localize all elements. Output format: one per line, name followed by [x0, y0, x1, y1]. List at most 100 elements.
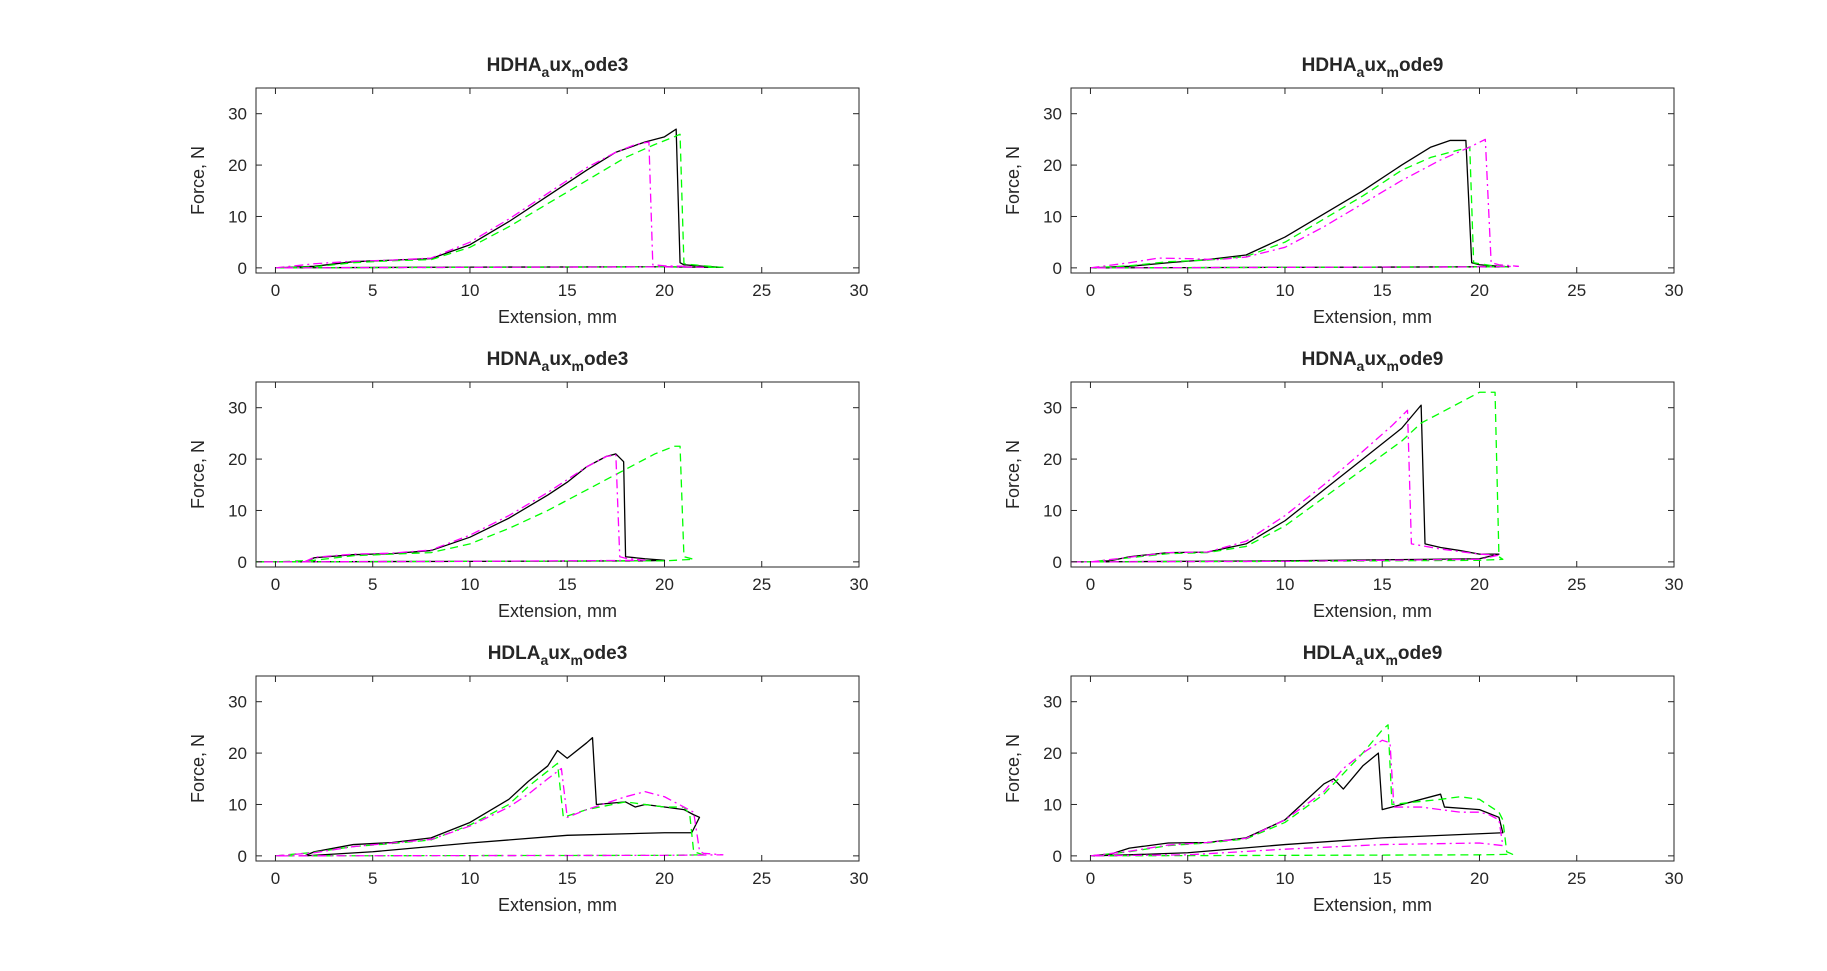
y-tick-label: 0 — [1053, 553, 1062, 572]
subplot-title: HDNAauxmode3 — [487, 349, 629, 374]
y-tick-label: 30 — [228, 105, 247, 124]
x-axis-label: Extension, mm — [498, 307, 617, 327]
x-axis-label: Extension, mm — [1313, 307, 1432, 327]
title-part-sub1: a — [1355, 652, 1363, 668]
subplot-3: 0 5 10 15 20 25 30 0 10 20 30 Extension, mm Force, N… — [188, 349, 868, 621]
subplot-4: 0 5 10 15 20 25 30 0 10 20 30 Extension, mm Force, N… — [1003, 349, 1683, 621]
y-tick-label: 10 — [1043, 207, 1062, 226]
x-tick-label: 0 — [1086, 869, 1095, 888]
plot-frame — [255, 675, 860, 862]
title-part-tail: ode9 — [1399, 55, 1443, 76]
x-tick-label: 0 — [1086, 575, 1095, 594]
title-part-sub2: m — [572, 358, 584, 374]
y-tick-label: 10 — [228, 501, 247, 520]
x-tick-label: 25 — [1567, 869, 1586, 888]
y-tick-label: 20 — [228, 450, 247, 469]
title-part-base: HDHA — [487, 55, 542, 76]
subplot-5: 0 5 10 15 20 25 30 0 10 20 30 Extension, mm Force, N… — [188, 643, 868, 915]
x-tick-label: 25 — [1567, 281, 1586, 300]
x-tick-label: 30 — [1665, 281, 1684, 300]
x-tick-label: 25 — [752, 869, 771, 888]
subplot-title: HDHAauxmode3 — [487, 55, 629, 80]
y-tick-label: 20 — [1043, 156, 1062, 175]
y-tick-label: 10 — [1043, 795, 1062, 814]
x-tick-label: 10 — [461, 281, 480, 300]
y-tick-label: 30 — [228, 693, 247, 712]
y-tick-label: 0 — [238, 259, 247, 278]
title-part-mid: ux — [1364, 349, 1387, 370]
series-line-3 — [275, 767, 724, 857]
x-tick-label: 15 — [558, 869, 577, 888]
y-tick-label: 10 — [1043, 501, 1062, 520]
series-line-3 — [1071, 409, 1500, 563]
title-part-sub2: m — [1385, 652, 1397, 668]
x-tick-label: 15 — [1373, 575, 1392, 594]
series-line-2 — [1090, 724, 1514, 857]
plot-frame — [1070, 87, 1675, 274]
x-tick-label: 30 — [1665, 869, 1684, 888]
title-part-base: HDLA — [488, 643, 541, 664]
series-line-2 — [1071, 391, 1504, 563]
title-part-sub1: a — [1357, 64, 1365, 80]
x-axis-label: Extension, mm — [1313, 601, 1432, 621]
x-tick-label: 10 — [1276, 575, 1295, 594]
title-part-tail: ode3 — [583, 643, 627, 664]
x-tick-label: 30 — [850, 281, 869, 300]
title-part-sub2: m — [572, 64, 584, 80]
x-tick-label: 20 — [1470, 281, 1489, 300]
title-part-base: HDHA — [1302, 55, 1357, 76]
y-tick-label: 10 — [228, 795, 247, 814]
y-tick-label: 30 — [1043, 399, 1062, 418]
x-tick-label: 5 — [1183, 869, 1192, 888]
title-part-mid: ux — [1363, 643, 1386, 664]
y-axis-label: Force, N — [188, 440, 208, 509]
y-tick-label: 20 — [1043, 450, 1062, 469]
y-tick-label: 20 — [228, 744, 247, 763]
x-axis-label: Extension, mm — [1313, 895, 1432, 915]
title-part-mid: ux — [549, 55, 572, 76]
x-tick-label: 25 — [1567, 575, 1586, 594]
title-part-mid: ux — [549, 349, 572, 370]
y-tick-label: 30 — [1043, 105, 1062, 124]
x-tick-label: 5 — [1183, 575, 1192, 594]
title-part-tail: ode9 — [1399, 349, 1443, 370]
plot-frame — [255, 87, 860, 274]
series-line-1 — [304, 737, 701, 857]
y-tick-label: 30 — [228, 399, 247, 418]
series-line-3 — [275, 141, 705, 269]
x-tick-label: 30 — [1665, 575, 1684, 594]
x-tick-label: 25 — [752, 281, 771, 300]
y-axis-label: Force, N — [1003, 734, 1023, 803]
series-line-2 — [256, 445, 695, 563]
title-part-tail: ode3 — [584, 349, 628, 370]
subplot-title: HDLAauxmode9 — [1303, 643, 1443, 668]
y-tick-label: 0 — [238, 847, 247, 866]
subplot-6: 0 5 10 15 20 25 30 0 10 20 30 Extension, mm Force, N… — [1003, 643, 1683, 915]
title-part-mid: ux — [1364, 55, 1387, 76]
x-tick-label: 20 — [655, 575, 674, 594]
series-line-3 — [256, 454, 646, 563]
x-tick-label: 30 — [850, 869, 869, 888]
x-tick-label: 10 — [461, 575, 480, 594]
y-tick-label: 30 — [1043, 693, 1062, 712]
y-axis-label: Force, N — [188, 734, 208, 803]
title-part-sub2: m — [1387, 64, 1399, 80]
subplot-2: 0 5 10 15 20 25 30 0 10 20 30 Extension, mm Force, N… — [1003, 55, 1683, 327]
x-tick-label: 30 — [850, 575, 869, 594]
x-tick-label: 15 — [1373, 281, 1392, 300]
y-tick-label: 0 — [238, 553, 247, 572]
title-part-base: HDLA — [1303, 643, 1356, 664]
x-tick-label: 0 — [271, 869, 280, 888]
title-part-sub2: m — [1387, 358, 1399, 374]
title-part-sub1: a — [542, 358, 550, 374]
series-line-1 — [275, 128, 724, 269]
subplot-title: HDNAauxmode9 — [1302, 349, 1444, 374]
plot-frame — [1070, 675, 1675, 862]
title-part-sub1: a — [542, 64, 550, 80]
x-tick-label: 15 — [1373, 869, 1392, 888]
x-tick-label: 20 — [655, 869, 674, 888]
title-part-mid: ux — [548, 643, 571, 664]
x-tick-label: 20 — [1470, 869, 1489, 888]
subplot-1: 0 5 10 15 20 25 30 0 10 20 30 Extension, mm Force, N… — [188, 55, 868, 327]
